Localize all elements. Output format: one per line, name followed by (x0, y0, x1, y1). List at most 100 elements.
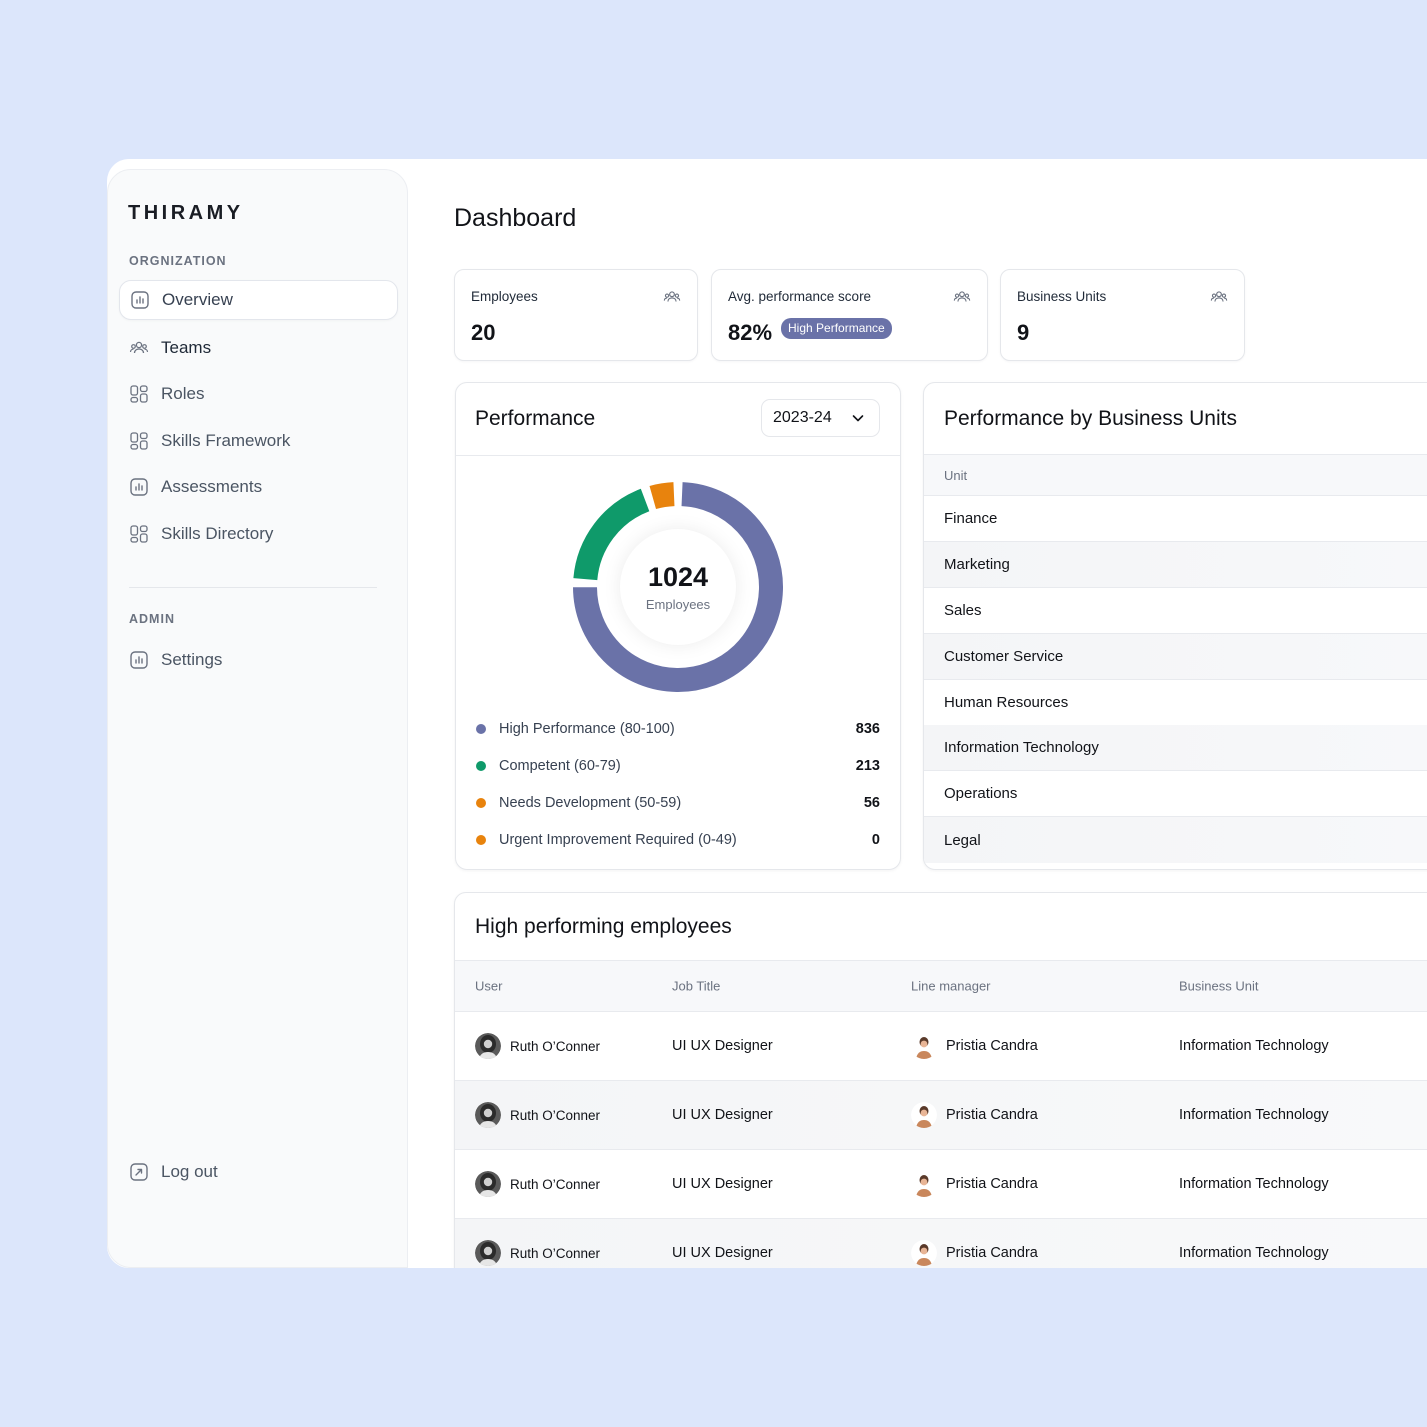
job-title-cell: UI UX Designer (672, 1245, 773, 1261)
avatar (911, 1033, 937, 1059)
brand-logo: THIRAMY (128, 202, 244, 224)
manager-cell: Pristia Candra (911, 1171, 1038, 1197)
grid-icon (129, 524, 149, 544)
donut-segment-needs-development (649, 482, 675, 510)
business-unit-cell: Information Technology (1179, 1038, 1329, 1054)
avatar (475, 1240, 501, 1266)
avatar (911, 1102, 937, 1128)
business-unit-cell: Information Technology (1179, 1107, 1329, 1123)
stat-card-employees: Employees 20 (454, 269, 698, 361)
sidebar-item-label: Skills Framework (161, 431, 291, 450)
sidebar-item-label: Overview (162, 290, 233, 309)
users-icon (1210, 288, 1228, 306)
sidebar-item-overview[interactable]: Overview (119, 280, 398, 320)
table-header: Unit (924, 454, 1427, 496)
sidebar-item-skills-directory[interactable]: Skills Directory (119, 514, 398, 554)
status-badge: High Performance (781, 318, 892, 339)
stat-label: Avg. performance score (728, 289, 872, 304)
grid-icon (129, 431, 149, 451)
legend-value: 0 (871, 832, 880, 848)
performance-panel: Performance 2023-24 1024 Employees High … (455, 382, 901, 870)
table-row[interactable]: Ruth O’Conner UI UX Designer Pristia Candr… (455, 1012, 1427, 1081)
user-cell: Ruth O’Conner (475, 1171, 600, 1197)
legend-item: Competent (60-79) 213 (476, 755, 880, 777)
chevron-down-icon (851, 411, 865, 425)
job-title-cell: UI UX Designer (672, 1176, 773, 1192)
legend-item: High Performance (80-100) 836 (476, 718, 880, 740)
legend-dot (476, 798, 486, 808)
app-window: THIRAMY ORGNIZATION Overview Teams Roles (107, 159, 1427, 1268)
sidebar-item-label: Assessments (161, 477, 263, 496)
chart-icon (129, 477, 149, 497)
user-name: Ruth O’Conner (510, 1176, 601, 1192)
panel-title: Performance by Business Units (944, 407, 1237, 430)
sidebar-item-skills-framework[interactable]: Skills Framework (119, 421, 398, 461)
legend-value: 213 (855, 758, 880, 774)
manager-cell: Pristia Candra (911, 1102, 1038, 1128)
avatar (475, 1102, 501, 1128)
sidebar-item-label: Teams (161, 338, 212, 357)
legend-item: Urgent Improvement Required (0-49) 0 (476, 829, 880, 851)
donut-segment-high-performance (573, 482, 783, 692)
table-row[interactable]: Finance (924, 496, 1427, 542)
legend-item: Needs Development (50-59) 56 (476, 792, 880, 814)
legend-dot (476, 724, 486, 734)
user-name: Ruth O’Conner (510, 1107, 601, 1123)
table-row[interactable]: Legal (924, 817, 1427, 863)
table-row[interactable]: Sales (924, 588, 1427, 634)
business-unit-cell: Information Technology (1179, 1245, 1329, 1261)
column-header-line-manager: Line manager (911, 978, 991, 994)
table-row[interactable]: Customer Service (924, 634, 1427, 680)
manager-name: Pristia Candra (946, 1245, 1038, 1261)
stat-value: 9 (1017, 320, 1030, 345)
period-select[interactable]: 2023-24 (761, 399, 880, 437)
table-row[interactable]: Ruth O’Conner UI UX Designer Pristia Candr… (455, 1150, 1427, 1219)
stat-value: 20 (471, 320, 496, 345)
page-title: Dashboard (454, 204, 577, 232)
legend-label: Needs Development (50-59) (499, 795, 682, 811)
stat-value: 82% (728, 320, 773, 345)
sidebar-item-teams[interactable]: Teams (119, 328, 398, 368)
legend-value: 56 (863, 795, 880, 811)
manager-name: Pristia Candra (946, 1107, 1038, 1123)
sidebar-item-assessments[interactable]: Assessments (119, 467, 398, 507)
column-header-unit: Unit (944, 467, 968, 483)
avatar (475, 1171, 501, 1197)
table-row[interactable]: Ruth O’Conner UI UX Designer Pristia Candr… (455, 1081, 1427, 1150)
user-name: Ruth O’Conner (510, 1038, 601, 1054)
sidebar-item-roles[interactable]: Roles (119, 374, 398, 414)
donut-chart: 1024 Employees (570, 479, 786, 695)
chart-icon (129, 650, 149, 670)
sidebar-divider (129, 587, 377, 588)
donut-center: 1024 Employees (620, 529, 736, 645)
table-row[interactable]: Information Technology (924, 725, 1427, 771)
chart-icon (130, 290, 150, 310)
panel-title: High performing employees (475, 915, 732, 938)
column-header-business-unit: Business Unit (1179, 978, 1259, 994)
avatar (911, 1240, 937, 1266)
users-icon (953, 288, 971, 306)
user-cell: Ruth O’Conner (475, 1102, 600, 1128)
employees-panel: High performing employees User Job Title… (454, 892, 1427, 1268)
avatar (911, 1171, 937, 1197)
sidebar: THIRAMY ORGNIZATION Overview Teams Roles (107, 169, 408, 1268)
table-row[interactable]: Ruth O’Conner UI UX Designer Pristia Candr… (455, 1219, 1427, 1268)
table-row[interactable]: Marketing (924, 542, 1427, 588)
table-row[interactable]: Operations (924, 771, 1427, 817)
table-header: User Job Title Line manager Business Uni… (455, 960, 1427, 1012)
legend-value: 836 (855, 721, 880, 737)
sidebar-item-settings[interactable]: Settings (119, 640, 398, 680)
stat-label: Employees (471, 289, 538, 304)
stat-label: Business Units (1017, 289, 1107, 304)
table-row[interactable]: Human Resources (924, 680, 1427, 726)
section-label-admin: ADMIN (129, 612, 175, 626)
donut-total: 1024 (647, 562, 709, 592)
user-cell: Ruth O’Conner (475, 1240, 600, 1266)
period-select-value: 2023-24 (773, 409, 832, 426)
legend-dot (476, 761, 486, 771)
donut-svg (573, 482, 783, 692)
legend-label: High Performance (80-100) (499, 721, 675, 737)
manager-cell: Pristia Candra (911, 1033, 1038, 1059)
section-label-organization: ORGNIZATION (129, 254, 227, 268)
logout-button[interactable]: Log out (119, 1152, 398, 1192)
